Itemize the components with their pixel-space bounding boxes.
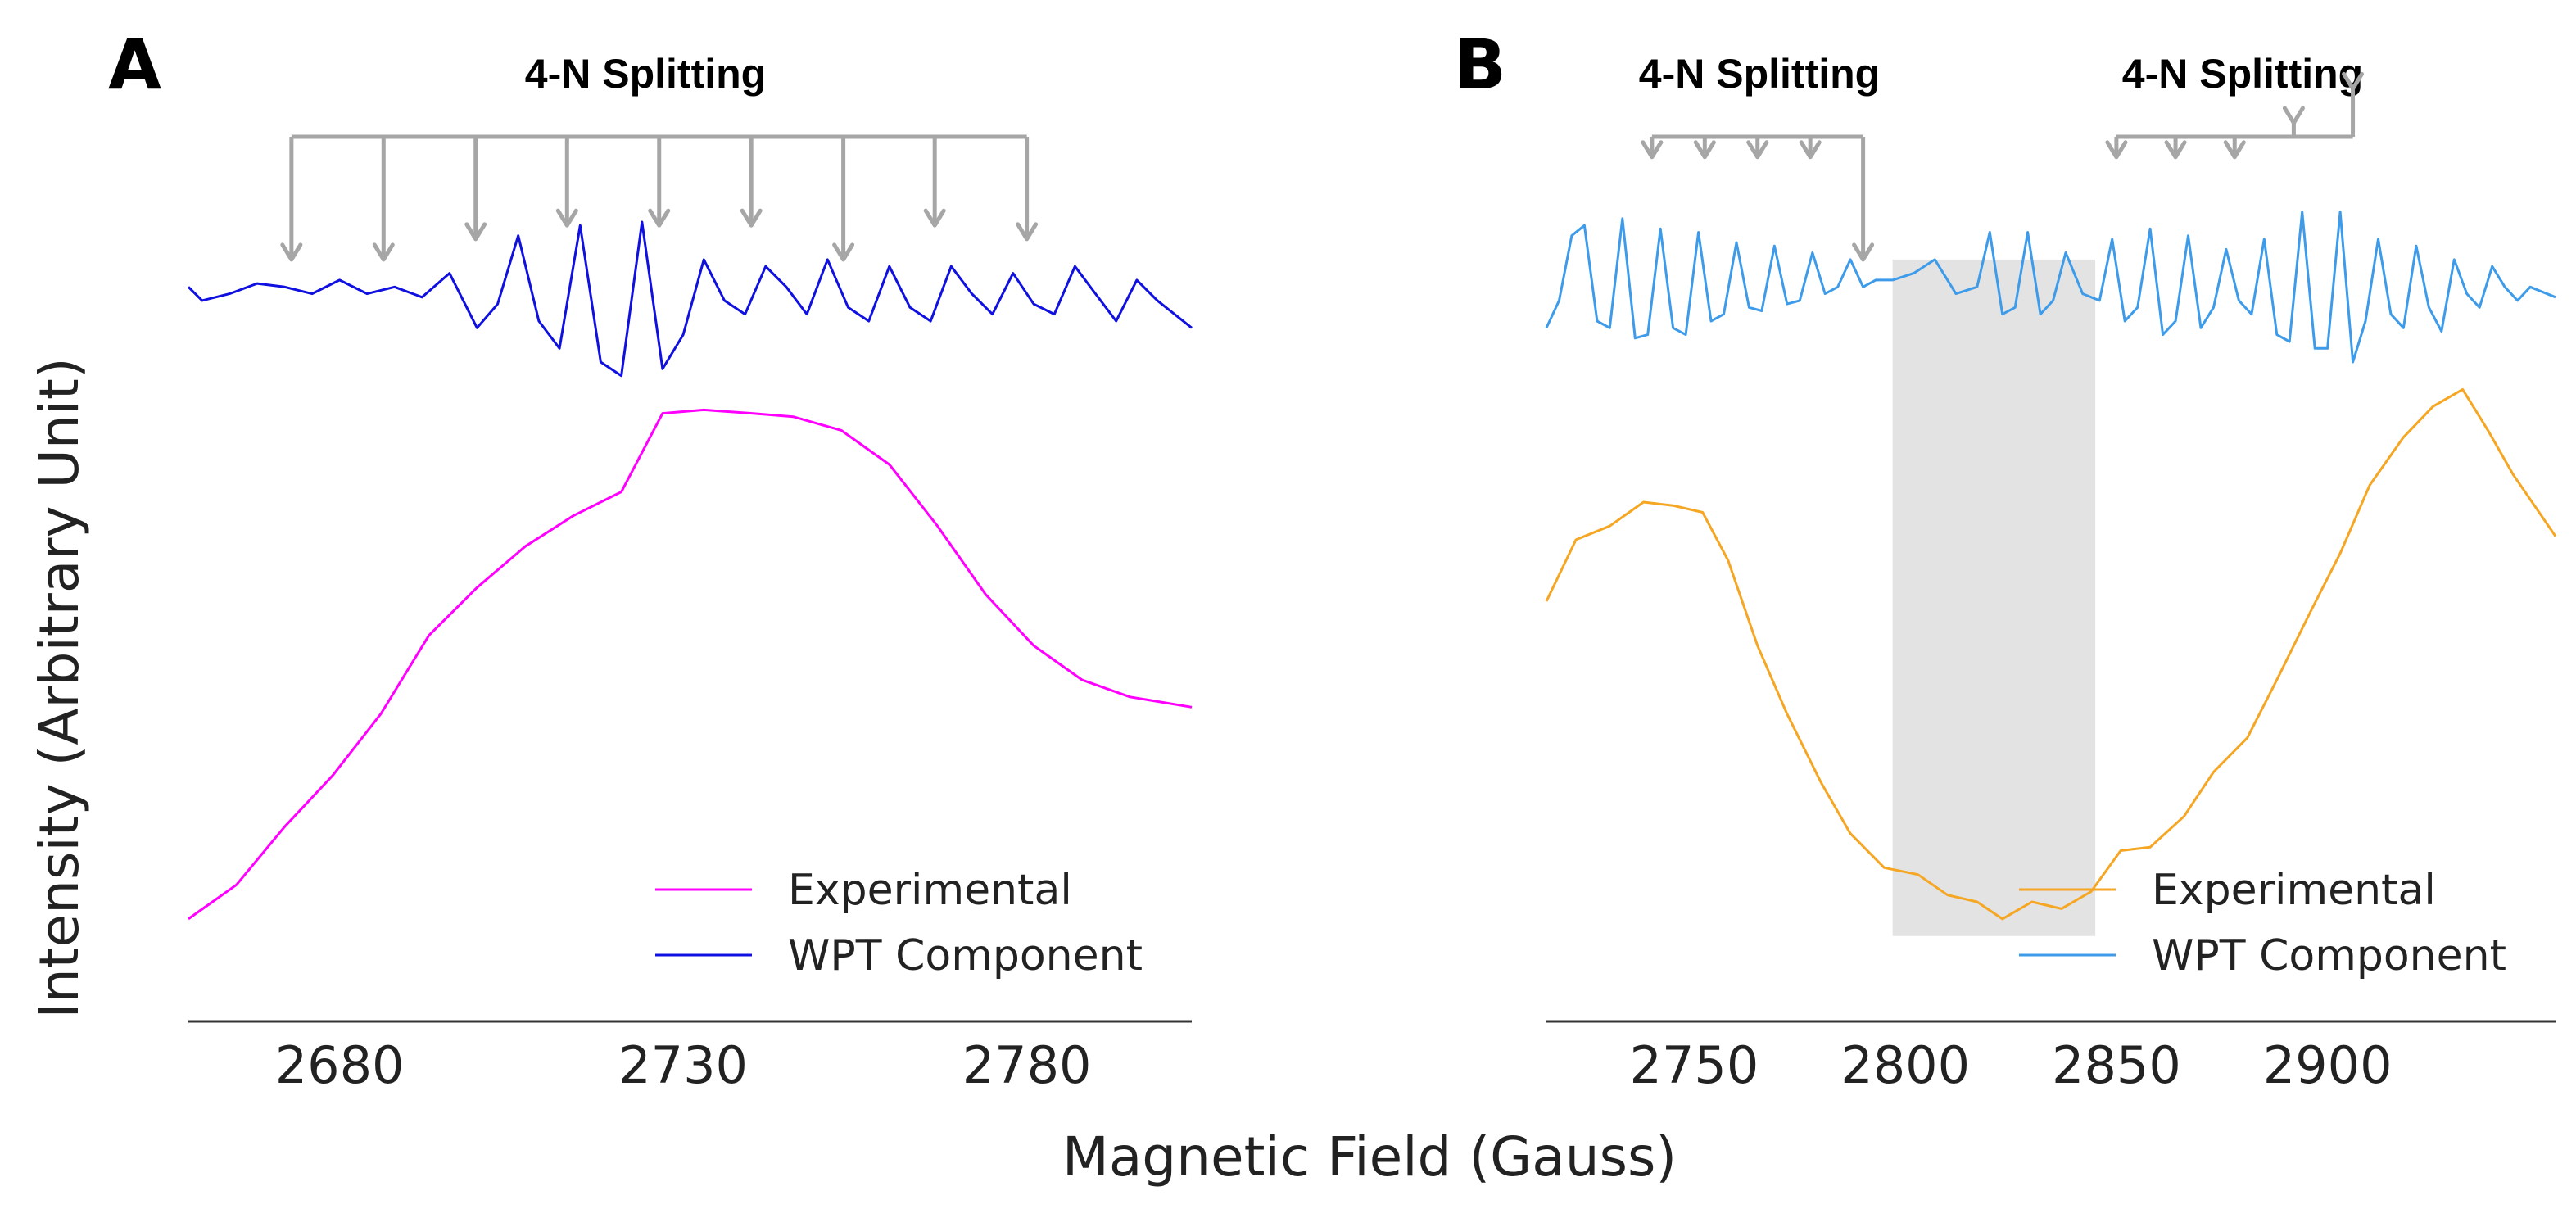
panel-a: A 4-N Splitting 2680 2730 2780 Experimenta…	[108, 25, 1193, 1095]
splitting-arrow-left	[1799, 137, 1822, 160]
splitting-arrow-right	[2105, 137, 2128, 160]
legend-label-experimental: Experimental	[788, 866, 1072, 915]
x-axis-label: Magnetic Field (Gauss)	[1062, 1125, 1677, 1189]
legend-label-wpt: WPT Component	[788, 931, 1143, 980]
splitting-arrow	[555, 137, 578, 228]
series-line-wpt-component	[187, 220, 1193, 378]
panel-label-a: A	[108, 25, 161, 105]
panel-label-b: B	[1454, 25, 1506, 105]
x-tick-label: 2850	[2052, 1035, 2181, 1095]
x-tick-label: 2780	[962, 1035, 1092, 1095]
splitting-arrow	[372, 137, 395, 262]
splitting-label: 4-N Splitting	[525, 51, 766, 97]
panel-b: B 4-N Splitting 4-N Splitting 2750 2800 28…	[1454, 25, 2557, 1095]
splitting-arrow-right	[2342, 71, 2365, 137]
splitting-arrow	[648, 137, 671, 228]
splitting-arrow-left	[1746, 137, 1769, 160]
x-tick-label: 2900	[2263, 1035, 2393, 1095]
series-line-wpt-component	[1545, 211, 2556, 364]
x-tick-label: 2730	[618, 1035, 748, 1095]
series-line-experimental	[188, 408, 1193, 921]
x-tick-label: 2800	[1840, 1035, 1970, 1095]
splitting-arrow	[740, 137, 763, 228]
legend: Experimental WPT Component	[2019, 866, 2506, 980]
splitting-arrow-left	[1641, 137, 1664, 160]
splitting-arrow-left	[1852, 137, 1875, 262]
splitting-label-left: 4-N Splitting	[1639, 51, 1880, 97]
splitting-arrow-right	[2164, 137, 2187, 160]
x-tick-label: 2680	[275, 1035, 405, 1095]
splitting-arrow-right	[2282, 106, 2305, 137]
x-tick-label: 2750	[1630, 1035, 1759, 1095]
splitting-arrow	[1016, 137, 1039, 242]
splitting-arrow-left	[1693, 137, 1716, 160]
splitting-arrow-right	[2223, 137, 2246, 160]
y-axis-label: Intensity (Arbitrary Unit)	[28, 357, 91, 1018]
legend-label-experimental: Experimental	[2152, 866, 2436, 915]
series-line-experimental	[1545, 387, 2557, 921]
splitting-arrow	[464, 137, 487, 242]
splitting-arrow	[280, 137, 303, 262]
splitting-arrow	[923, 137, 946, 228]
shaded-region	[1892, 259, 2096, 936]
legend: Experimental WPT Component	[655, 866, 1143, 980]
legend-label-wpt: WPT Component	[2152, 931, 2506, 980]
splitting-label-right: 4-N Splitting	[2122, 51, 2363, 97]
splitting-arrow	[832, 137, 855, 262]
